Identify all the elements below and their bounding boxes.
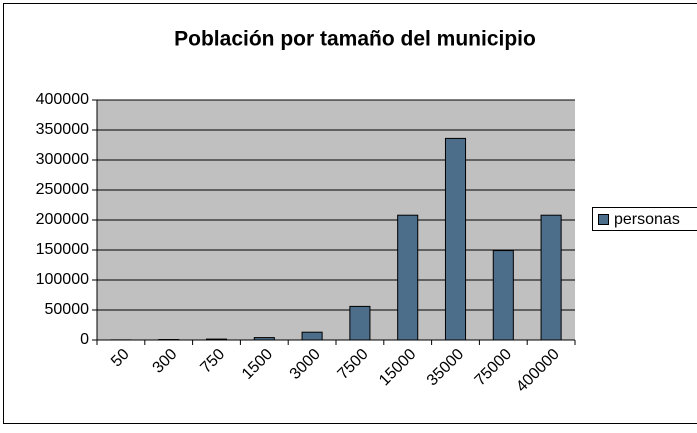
- legend-label: personas: [614, 211, 680, 228]
- bar: [349, 305, 371, 341]
- bar: [253, 337, 275, 341]
- y-tick-label: 350000: [36, 121, 89, 138]
- y-tick-label: 300000: [36, 151, 89, 168]
- y-tick-label: 0: [80, 331, 89, 348]
- legend-swatch: [598, 214, 609, 225]
- y-tick-label: 100000: [36, 271, 89, 288]
- chart-title: Población por tamaño del municipio: [174, 28, 536, 51]
- y-tick-label: 400000: [36, 91, 89, 108]
- bar: [301, 331, 323, 341]
- bar: [205, 338, 228, 341]
- y-tick-label: 200000: [36, 211, 89, 228]
- bar: [540, 214, 562, 341]
- y-tick-label: 50000: [45, 301, 90, 318]
- bar: [397, 214, 419, 341]
- y-tick-label: 250000: [36, 181, 89, 198]
- bar: [492, 250, 514, 341]
- y-tick-label: 150000: [36, 241, 89, 258]
- legend-box: [592, 207, 697, 231]
- bar: [444, 137, 467, 341]
